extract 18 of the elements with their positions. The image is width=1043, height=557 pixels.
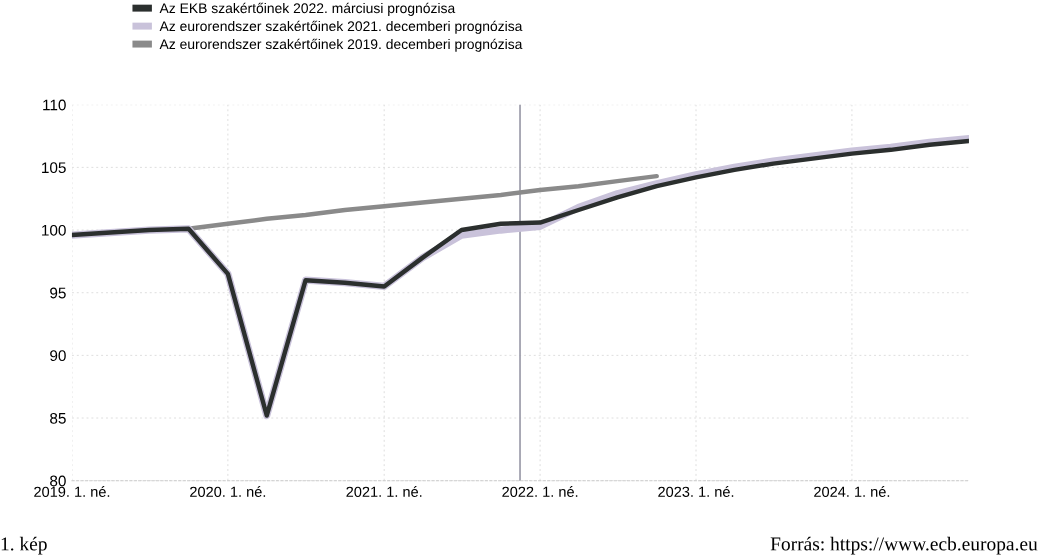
- x-tick-label: 2020. 1. né.: [190, 486, 266, 497]
- y-tick-label: 110: [43, 99, 66, 111]
- y-tick-label: 80: [50, 475, 66, 487]
- y-tick-label: 90: [50, 350, 66, 362]
- x-tick-label: 2022. 1. né.: [502, 486, 578, 497]
- text: 1. kép: [1, 536, 47, 555]
- y-tick-label: 100: [42, 224, 66, 236]
- x-tick-label: 2023. 1. né.: [658, 486, 734, 497]
- legend-label: Az eurorendszer szakértőinek 2021. decemberi prognózisa: [159, 20, 523, 34]
- text: Forrás: https://www.ecb.europa.eu: [770, 536, 1038, 555]
- x-tick-label: 2021. 1. né.: [346, 486, 422, 497]
- legend-label: Az eurorendszer szakértőinek 2019. decemberi prognózisa: [159, 38, 523, 52]
- x-tick-label: 2024. 1. né.: [814, 486, 890, 497]
- y-tick-label: 105: [42, 162, 66, 174]
- y-tick-label: 85: [50, 412, 66, 424]
- x-tick-label: 2019. 1. né.: [34, 486, 110, 497]
- y-tick-label: 95: [50, 287, 66, 299]
- legend-label: Az EKB szakértőinek 2022. márciusi prognózisa: [159, 2, 456, 16]
